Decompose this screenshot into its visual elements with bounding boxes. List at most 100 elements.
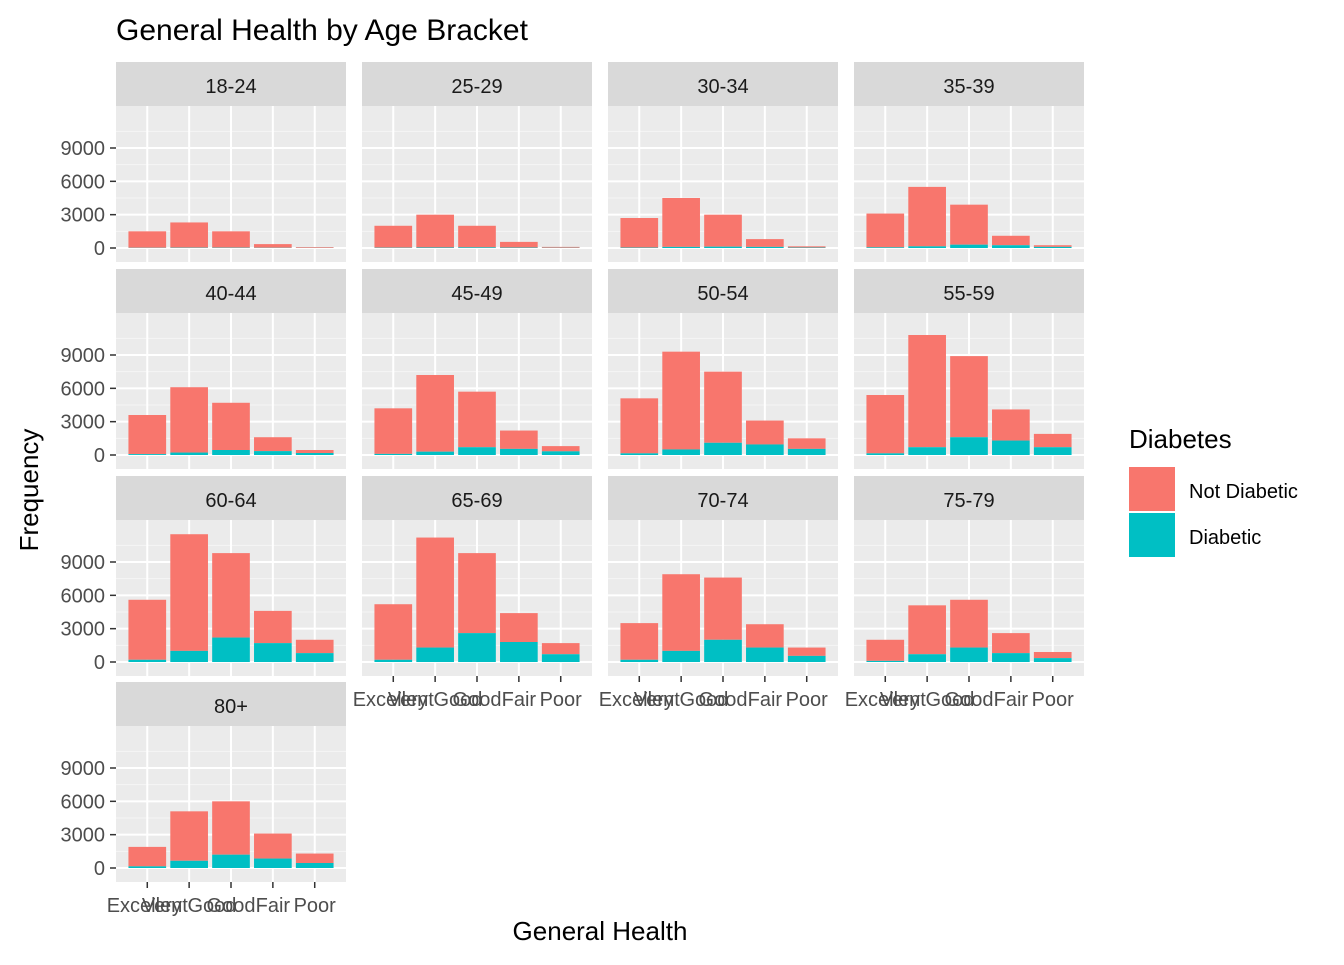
bar-diabetic: [542, 654, 580, 662]
facet-strip-label: 70-74: [697, 490, 748, 512]
bar-not-diabetic: [746, 421, 784, 445]
x-tick-label: Good: [945, 689, 994, 711]
bar-not-diabetic: [500, 431, 538, 449]
bar-diabetic: [128, 866, 166, 868]
facet-strip-label: 60-64: [205, 490, 256, 512]
bar-not-diabetic: [1034, 245, 1072, 247]
y-axis-title: Frequency: [14, 429, 44, 552]
bar-not-diabetic: [788, 648, 826, 656]
bar-not-diabetic: [908, 605, 946, 654]
bar-diabetic: [950, 245, 988, 248]
bar-diabetic: [950, 648, 988, 662]
bar-not-diabetic: [458, 553, 496, 633]
y-tick-label: 3000: [61, 412, 106, 434]
bar-diabetic: [1034, 447, 1072, 455]
y-tick-label: 3000: [61, 205, 106, 227]
bar-diabetic: [128, 454, 166, 455]
bar-not-diabetic: [254, 437, 292, 451]
bar-diabetic: [704, 640, 742, 662]
bar-diabetic: [374, 454, 412, 455]
bar-not-diabetic: [1034, 434, 1072, 447]
bar-not-diabetic: [128, 415, 166, 454]
bar-diabetic: [170, 861, 208, 868]
bar-not-diabetic: [620, 623, 658, 660]
bar-not-diabetic: [170, 811, 208, 860]
bar-not-diabetic: [500, 242, 538, 248]
bar-not-diabetic: [254, 834, 292, 859]
facet-strip-label: 25-29: [451, 76, 502, 98]
x-tick-label: Fair: [256, 895, 291, 917]
y-tick-label: 0: [94, 445, 105, 467]
legend-title: Diabetes: [1129, 424, 1232, 454]
bar-not-diabetic: [992, 409, 1030, 440]
bar-diabetic: [254, 859, 292, 868]
bar-not-diabetic: [866, 395, 904, 453]
x-tick-label: Poor: [294, 895, 337, 917]
bar-diabetic: [746, 444, 784, 455]
y-tick-label: 6000: [61, 791, 106, 813]
y-tick-label: 0: [94, 652, 105, 674]
facet-panel-55-59: 55-59: [854, 269, 1084, 469]
bar-diabetic: [542, 451, 580, 455]
bar-not-diabetic: [992, 633, 1030, 653]
x-tick-label: Good: [699, 689, 748, 711]
bar-diabetic: [296, 863, 334, 868]
bar-diabetic: [908, 654, 946, 662]
x-tick-label: Good: [453, 689, 502, 711]
bar-not-diabetic: [746, 239, 784, 247]
x-tick-label: Fair: [994, 689, 1029, 711]
bar-not-diabetic: [296, 854, 334, 863]
bar-not-diabetic: [296, 247, 334, 248]
facet-panel-35-39: 35-39: [854, 62, 1084, 262]
bar-not-diabetic: [128, 231, 166, 247]
bar-diabetic: [662, 247, 700, 248]
x-tick-label: Poor: [786, 689, 829, 711]
bar-not-diabetic: [458, 226, 496, 248]
bar-diabetic: [992, 653, 1030, 662]
facet-strip-label: 40-44: [205, 283, 256, 305]
bar-not-diabetic: [212, 553, 250, 637]
bar-diabetic: [296, 453, 334, 455]
bar-diabetic: [992, 245, 1030, 248]
bar-not-diabetic: [542, 643, 580, 654]
facet-strip-label: 30-34: [697, 76, 748, 98]
bar-diabetic: [416, 648, 454, 662]
x-tick-label: Fair: [748, 689, 783, 711]
bar-not-diabetic: [374, 226, 412, 248]
bar-not-diabetic: [788, 438, 826, 449]
bar-not-diabetic: [170, 534, 208, 651]
bar-not-diabetic: [254, 611, 292, 643]
facet-strip-label: 18-24: [205, 76, 256, 98]
y-tick-label: 6000: [61, 585, 106, 607]
facet-panel-45-49: 45-49: [362, 269, 592, 469]
bar-diabetic: [866, 661, 904, 662]
x-axis-title: General Health: [513, 916, 688, 946]
bar-not-diabetic: [296, 640, 334, 653]
facet-panel-50-54: 50-54: [608, 269, 838, 469]
x-tick-label: Poor: [540, 689, 583, 711]
bar-not-diabetic: [254, 244, 292, 248]
bar-diabetic: [746, 648, 784, 662]
bar-not-diabetic: [950, 356, 988, 437]
bar-not-diabetic: [374, 604, 412, 660]
y-tick-label: 9000: [61, 552, 106, 574]
bar-not-diabetic: [1034, 652, 1072, 658]
bar-not-diabetic: [866, 640, 904, 661]
bar-diabetic: [620, 660, 658, 662]
bar-not-diabetic: [416, 375, 454, 452]
facet-strip-label: 80+: [214, 696, 248, 718]
bar-not-diabetic: [908, 187, 946, 246]
y-tick-label: 3000: [61, 619, 106, 641]
y-tick-label: 9000: [61, 758, 106, 780]
bar-not-diabetic: [950, 600, 988, 648]
bar-diabetic: [416, 452, 454, 455]
bar-diabetic: [170, 453, 208, 455]
bar-diabetic: [662, 651, 700, 662]
bar-diabetic: [866, 247, 904, 248]
bar-not-diabetic: [908, 335, 946, 447]
bar-not-diabetic: [542, 247, 580, 248]
bar-diabetic: [296, 653, 334, 662]
